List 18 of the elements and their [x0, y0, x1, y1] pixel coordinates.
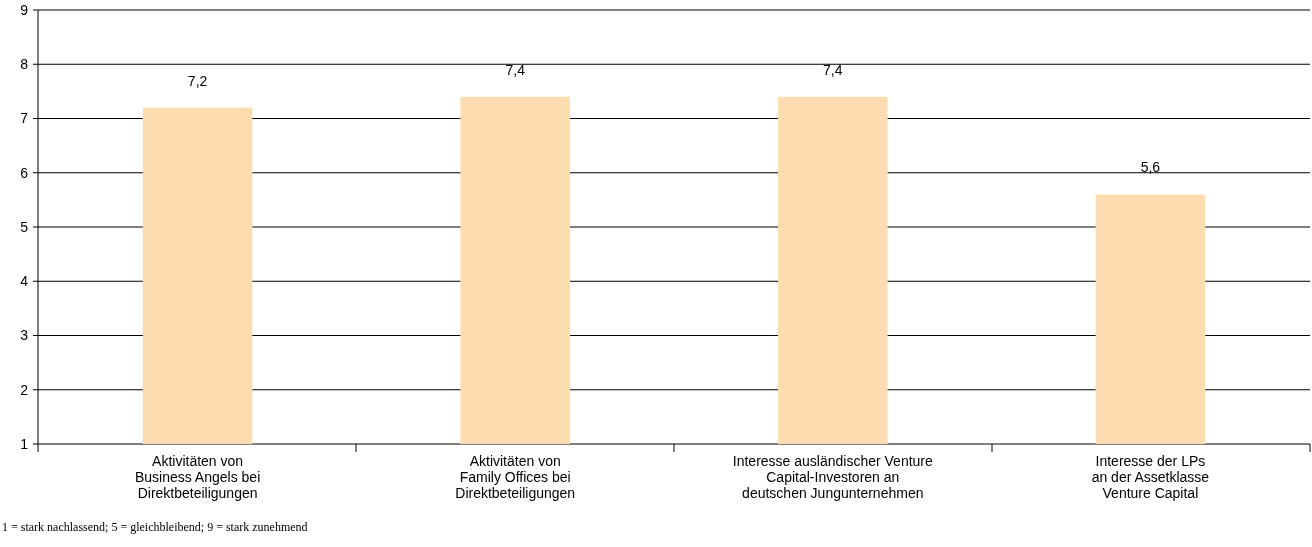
- y-tick-label: 5: [20, 218, 29, 235]
- data-label: 5,6: [1140, 159, 1161, 176]
- y-tick-label: 1: [20, 435, 29, 452]
- y-tick-label: 4: [20, 273, 29, 290]
- x-tick-label: Aktivitäten von Business Angels bei Direktbeteiligungen: [134, 453, 261, 501]
- y-tick-label: 2: [20, 381, 29, 398]
- x-tick-label: Interesse der LPs an der Assetklasse Venture Capital: [1091, 453, 1210, 501]
- x-tick-label: Aktivitäten von Family Offices bei Direktbeteiligungen: [455, 453, 576, 501]
- data-label: 7,4: [823, 61, 843, 78]
- y-tick-label: 3: [20, 327, 29, 344]
- text: 1 = stark nachlassend; 5 = gleichbleibend; 9 = stark zunehmend: [2, 520, 308, 534]
- y-tick-label: 9: [20, 1, 29, 18]
- y-tick-label: 7: [20, 110, 29, 127]
- data-label: 7,4: [505, 61, 526, 78]
- y-tick-label: 8: [20, 56, 29, 73]
- x-tick-label: Interesse ausländischer Venture Capital-Investoren an deutschen Jungunternehmen: [732, 453, 934, 501]
- data-label: 7,2: [187, 72, 208, 89]
- y-tick-label: 6: [20, 164, 29, 181]
